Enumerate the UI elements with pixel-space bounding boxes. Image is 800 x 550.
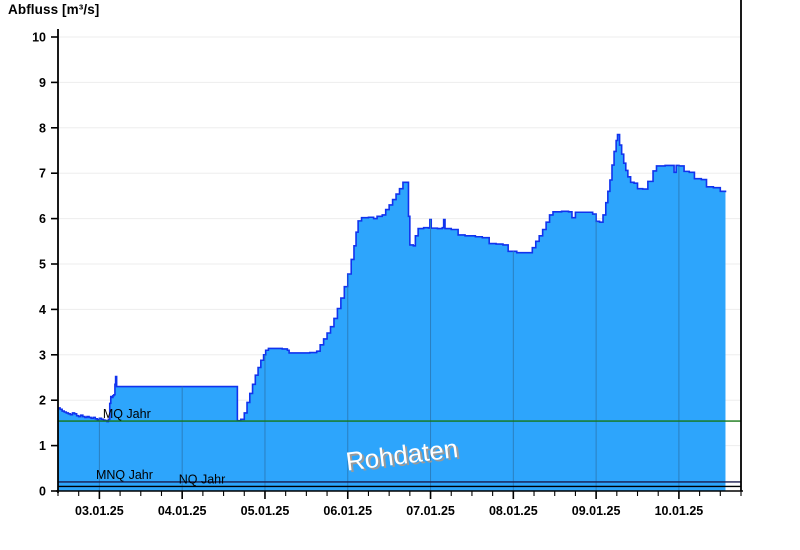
y-tick-label: 4 [39,303,46,317]
y-tick-label: 8 [39,121,46,135]
series-area-fill [58,134,726,492]
reference-line-labels: MQ Jahr MNQ Jahr NQ Jahr [96,407,225,486]
x-tick-label: 06.01.25 [323,504,372,518]
series-area-abfluss [58,133,727,492]
y-tick-label: 0 [39,485,46,499]
y-tick-label: 6 [39,212,46,226]
reference-label-mnq-jahr: MNQ Jahr [96,468,153,482]
reference-label-nq-jahr: NQ Jahr [179,472,226,486]
y-tick-label: 9 [39,76,46,90]
x-tick-label: 08.01.25 [489,504,538,518]
reference-label-mq-jahr: MQ Jahr [103,407,151,421]
page-title: Abfluss [m³/s] [8,2,100,17]
y-tick-label: 2 [39,394,46,408]
x-tick-label: 05.01.25 [241,504,290,518]
x-tick-label: 07.01.25 [406,504,455,518]
y-tick-label: 1 [39,439,46,453]
x-tick-label: 04.01.25 [158,504,207,518]
x-tick-label: 03.01.25 [75,504,124,518]
y-tick-label: 10 [32,31,46,45]
reference-lines [58,420,741,488]
y-tick-label: 7 [39,167,46,181]
x-tick-label: 10.01.25 [655,504,704,518]
y-axis-ticks: 0 1 2 3 4 5 6 7 8 9 10 [32,31,58,499]
x-axis-ticks: 03.01.25 04.01.25 05.01.25 06.01.25 07.01.25… [57,491,742,518]
x-tick-label: 09.01.25 [572,504,621,518]
y-tick-label: 3 [39,348,46,362]
y-tick-label: 5 [39,258,46,272]
axes [56,0,743,493]
